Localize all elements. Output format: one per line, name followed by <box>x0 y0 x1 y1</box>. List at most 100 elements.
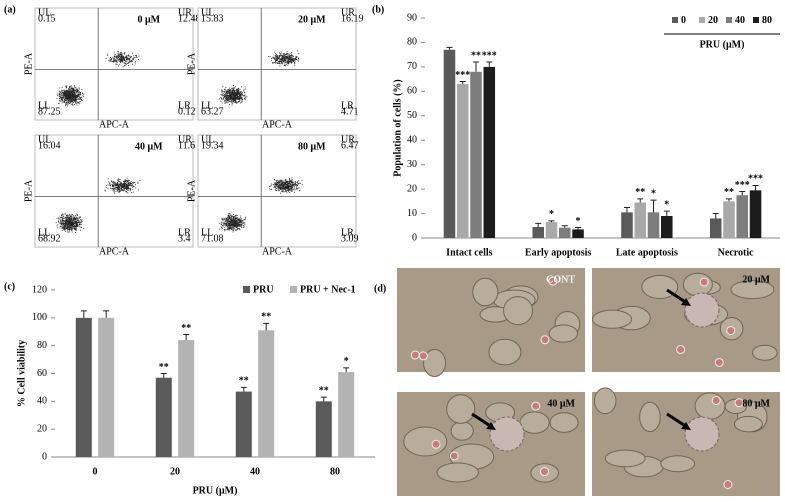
dot <box>222 218 223 219</box>
panel-label: (b) <box>372 4 384 15</box>
dot <box>233 101 234 102</box>
dot <box>224 224 225 225</box>
dot <box>230 99 231 100</box>
dot <box>282 57 283 58</box>
dot <box>287 51 288 52</box>
dot <box>232 220 233 221</box>
dot <box>117 187 118 188</box>
error-bar <box>81 311 87 318</box>
dot <box>237 218 238 219</box>
dot <box>289 182 290 183</box>
dot <box>69 93 70 94</box>
dot <box>128 180 129 181</box>
significance: ** <box>261 312 271 323</box>
dot <box>67 105 68 106</box>
dot <box>237 99 238 100</box>
dot <box>66 96 67 97</box>
cell <box>683 273 712 296</box>
y-axis-label: Population of cells (%) <box>392 79 403 177</box>
dot <box>279 65 280 66</box>
dot <box>297 181 298 182</box>
bar <box>178 340 194 457</box>
dot <box>73 88 74 89</box>
legend-swatch <box>672 17 678 23</box>
dot <box>228 213 229 214</box>
dot <box>122 59 123 60</box>
dot <box>67 228 68 229</box>
dying-cell <box>685 293 719 327</box>
dot <box>241 220 242 221</box>
dot <box>279 61 280 62</box>
dot <box>225 87 226 88</box>
dot <box>65 231 66 232</box>
dot <box>69 231 70 232</box>
dot <box>235 218 236 219</box>
dot <box>67 102 68 103</box>
dot <box>292 61 293 62</box>
dot <box>278 186 279 187</box>
dot <box>241 225 242 226</box>
dot <box>233 228 234 229</box>
dot <box>293 182 294 183</box>
dot <box>64 90 65 91</box>
cell <box>404 427 447 456</box>
dot <box>287 181 288 182</box>
dot <box>67 97 68 98</box>
dot <box>233 220 234 221</box>
dot <box>136 56 137 57</box>
dot <box>61 224 62 225</box>
dot <box>228 92 229 93</box>
dot <box>74 99 75 100</box>
dot <box>78 93 79 94</box>
dot <box>118 51 119 52</box>
dot <box>286 192 287 193</box>
dot <box>237 95 238 96</box>
dot <box>119 61 120 62</box>
dot <box>227 222 228 223</box>
dot <box>291 189 292 190</box>
dot <box>289 192 290 193</box>
dot <box>239 218 240 219</box>
dot <box>271 58 272 59</box>
dot <box>78 222 79 223</box>
axis-label: PE-A <box>186 179 197 202</box>
dot <box>71 104 72 105</box>
dot <box>125 63 126 64</box>
dot <box>69 103 70 104</box>
dot <box>68 88 69 89</box>
dot <box>125 187 126 188</box>
dot <box>113 183 114 184</box>
dot <box>223 93 224 94</box>
dot <box>68 221 69 222</box>
error-bar <box>473 62 479 72</box>
dot <box>73 226 74 227</box>
dot <box>138 59 139 60</box>
dot <box>285 189 286 190</box>
dot <box>116 61 117 62</box>
dot <box>236 98 237 99</box>
dot <box>225 230 226 231</box>
dot <box>296 59 297 60</box>
x-tick-label: 40 <box>250 466 260 477</box>
dot <box>69 95 70 96</box>
error-bar <box>713 214 719 219</box>
dot <box>74 219 75 220</box>
dot <box>120 190 121 191</box>
dot <box>67 224 68 225</box>
dot <box>231 226 232 227</box>
dot <box>62 102 63 103</box>
dot <box>273 58 274 59</box>
y-tick-label: 20 <box>37 423 47 434</box>
micrograph-label: CONT <box>546 274 575 285</box>
dot <box>281 180 282 181</box>
dot <box>77 214 78 215</box>
dot <box>65 104 66 105</box>
dot <box>65 94 66 95</box>
error-bar <box>486 62 492 67</box>
dot <box>242 94 243 95</box>
round-cell <box>724 481 732 489</box>
error-bar <box>739 192 745 196</box>
dot <box>281 52 282 53</box>
dot <box>285 183 286 184</box>
dot <box>270 186 271 187</box>
